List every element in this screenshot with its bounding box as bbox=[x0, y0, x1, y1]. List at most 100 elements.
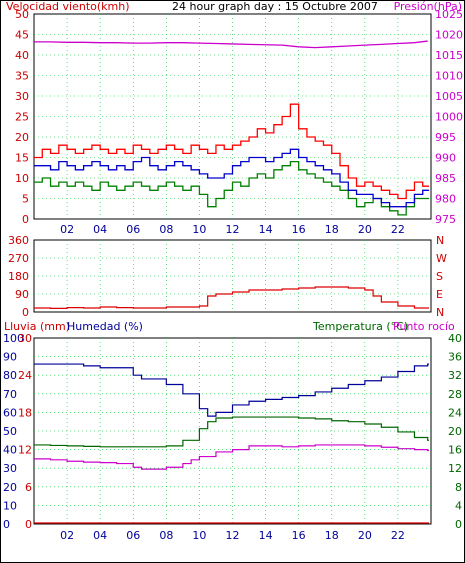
hour-tick-label: 10 bbox=[192, 223, 206, 236]
hour-tick-label: 20 bbox=[358, 529, 372, 542]
pressure-tick-label: 1015 bbox=[435, 49, 463, 62]
temperature-tick-label: 20 bbox=[448, 425, 462, 438]
hour-tick-label: 06 bbox=[126, 223, 140, 236]
wind-tick-label: 50 bbox=[15, 8, 29, 21]
wind-tick-label: 0 bbox=[22, 213, 29, 226]
temperature-tick-label: 36 bbox=[448, 351, 462, 364]
pressure-tick-label: 990 bbox=[435, 152, 456, 165]
gust-series-line bbox=[34, 103, 429, 200]
pressure-series-line bbox=[34, 40, 428, 49]
temperature-tick-label: 12 bbox=[448, 462, 462, 475]
climate-series bbox=[34, 363, 429, 524]
direction-tick-label: 180 bbox=[8, 270, 29, 283]
wind-tick-label: 45 bbox=[15, 29, 29, 42]
hour-tick-label: 14 bbox=[259, 223, 273, 236]
hour-tick-label: 02 bbox=[60, 529, 74, 542]
climate-hour-ticks: 02 04 06 08 10 12 14 16 18 20 22 bbox=[60, 529, 405, 542]
direction-plot-grid bbox=[34, 240, 431, 312]
wind-speed-ticks: 0 5 10 15 20 25 30 35 40 45 50 bbox=[15, 8, 29, 226]
humidity-tick-label: 100 bbox=[3, 332, 24, 345]
humidity-tick-label: 90 bbox=[3, 351, 17, 364]
hour-tick-label: 08 bbox=[159, 529, 173, 542]
wind-tick-label: 25 bbox=[15, 111, 29, 124]
wind-tick-label: 30 bbox=[15, 90, 29, 103]
rain-tick-label: 30 bbox=[18, 332, 32, 345]
hour-tick-label: 20 bbox=[358, 223, 372, 236]
wind-hour-ticks: 02 04 06 08 10 12 14 16 18 20 22 bbox=[60, 223, 405, 236]
pressure-tick-label: 985 bbox=[435, 172, 456, 185]
temperature-axis-label: Temperatura (°C) bbox=[312, 320, 408, 333]
humidity-tick-label: 80 bbox=[3, 369, 17, 382]
compass-tick-label: N bbox=[436, 234, 444, 247]
temperature-tick-label: 0 bbox=[455, 518, 462, 531]
wind-axis-label: Velocidad viento(kmh) bbox=[6, 0, 130, 13]
rain-axis-label: Lluvia (mm) bbox=[4, 320, 70, 333]
temperature-ticks: 0 4 8 12 16 20 24 28 32 36 40 bbox=[448, 332, 462, 531]
pressure-tick-label: 980 bbox=[435, 193, 456, 206]
wind-tick-label: 5 bbox=[22, 193, 29, 206]
rain-tick-label: 24 bbox=[18, 369, 32, 382]
temperature-tick-label: 16 bbox=[448, 444, 462, 457]
direction-degree-ticks: 0 90 180 270 360 bbox=[8, 234, 29, 319]
pressure-tick-label: 1000 bbox=[435, 111, 463, 124]
hour-tick-label: 12 bbox=[226, 529, 240, 542]
temperature-tick-label: 4 bbox=[455, 499, 462, 512]
hour-tick-label: 08 bbox=[159, 223, 173, 236]
hour-tick-label: 14 bbox=[259, 529, 273, 542]
average-series-line bbox=[34, 160, 429, 216]
wind-tick-label: 35 bbox=[15, 70, 29, 83]
speed-series-line bbox=[34, 148, 429, 208]
humidity-tick-label: 20 bbox=[3, 481, 17, 494]
rain-ticks: 0 6 12 18 24 30 bbox=[18, 332, 32, 531]
humidity-ticks: 0 10 20 30 40 50 60 70 80 90 100 bbox=[3, 332, 24, 531]
temperature-tick-label: 8 bbox=[455, 481, 462, 494]
dewpoint-series-line bbox=[34, 444, 429, 470]
temperature-series-line bbox=[34, 416, 429, 448]
rain-tick-label: 18 bbox=[18, 406, 32, 419]
wind-tick-label: 40 bbox=[15, 49, 29, 62]
temperature-tick-label: 32 bbox=[448, 369, 462, 382]
rain-tick-label: 0 bbox=[25, 518, 32, 531]
dewpoint-axis-label: Punto rocío bbox=[393, 320, 455, 333]
pressure-tick-label: 975 bbox=[435, 213, 456, 226]
rain-tick-label: 6 bbox=[25, 481, 32, 494]
hour-tick-label: 04 bbox=[93, 223, 107, 236]
hour-tick-label: 22 bbox=[391, 223, 405, 236]
pressure-tick-label: 1025 bbox=[435, 8, 463, 21]
pressure-tick-label: 995 bbox=[435, 131, 456, 144]
temperature-tick-label: 24 bbox=[448, 406, 462, 419]
hour-tick-label: 10 bbox=[192, 529, 206, 542]
hour-tick-label: 16 bbox=[292, 223, 306, 236]
hour-tick-label: 06 bbox=[126, 529, 140, 542]
direction-tick-label: 90 bbox=[15, 288, 29, 301]
humidity-tick-label: 0 bbox=[3, 518, 10, 531]
pressure-tick-label: 1020 bbox=[435, 29, 463, 42]
hour-tick-label: 22 bbox=[391, 529, 405, 542]
humidity-tick-label: 50 bbox=[3, 425, 17, 438]
humidity-tick-label: 10 bbox=[3, 499, 17, 512]
page-title: 24 hour graph day : 15 Octubre 2007 bbox=[172, 0, 378, 13]
direction-tick-label: 0 bbox=[22, 306, 29, 319]
direction-tick-label: 360 bbox=[8, 234, 29, 247]
humidity-series-line bbox=[34, 363, 429, 417]
hour-tick-label: 18 bbox=[325, 529, 339, 542]
temperature-tick-label: 40 bbox=[448, 332, 462, 345]
direction-series-line bbox=[34, 286, 429, 309]
pressure-ticks: 975 980 985 990 995 1000 1005 1010 1015 1020 1025 bbox=[435, 8, 463, 226]
wind-tick-label: 15 bbox=[15, 152, 29, 165]
humidity-tick-label: 30 bbox=[3, 462, 17, 475]
hour-tick-label: 16 bbox=[292, 529, 306, 542]
humidity-tick-label: 40 bbox=[3, 444, 17, 457]
compass-tick-label: S bbox=[436, 270, 443, 283]
hour-tick-label: 04 bbox=[93, 529, 107, 542]
hour-tick-label: 12 bbox=[226, 223, 240, 236]
direction-series bbox=[34, 286, 429, 309]
wind-tick-label: 10 bbox=[15, 172, 29, 185]
compass-tick-label: N bbox=[436, 306, 444, 319]
wind-series bbox=[34, 40, 429, 216]
hour-tick-label: 18 bbox=[325, 223, 339, 236]
